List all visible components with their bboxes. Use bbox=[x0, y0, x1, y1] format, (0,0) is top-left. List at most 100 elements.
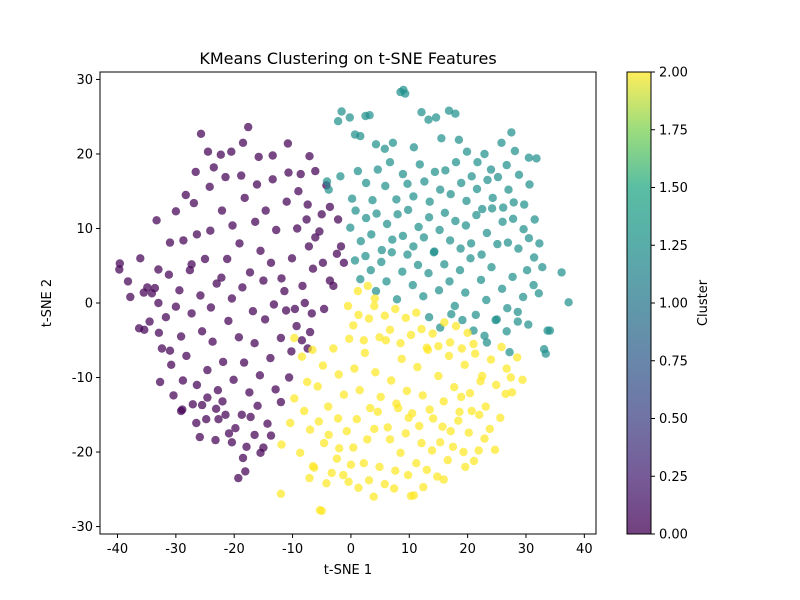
data-point-cluster-1 bbox=[409, 192, 418, 201]
data-point-cluster-1 bbox=[403, 250, 412, 259]
data-point-cluster-0 bbox=[115, 259, 125, 268]
data-point-cluster-0 bbox=[192, 380, 202, 390]
data-point-cluster-0 bbox=[211, 404, 221, 413]
data-point-cluster-1 bbox=[367, 230, 376, 239]
data-point-cluster-0 bbox=[303, 200, 312, 209]
data-point-cluster-2 bbox=[480, 434, 489, 443]
data-point-cluster-1 bbox=[356, 275, 365, 284]
data-point-cluster-1 bbox=[504, 185, 513, 194]
data-point-cluster-0 bbox=[296, 169, 305, 179]
data-point-cluster-0 bbox=[246, 412, 255, 422]
data-point-cluster-1 bbox=[415, 160, 424, 169]
data-point-cluster-0 bbox=[259, 443, 268, 452]
data-point-cluster-1 bbox=[382, 277, 391, 286]
data-point-cluster-0 bbox=[188, 400, 197, 409]
data-point-cluster-1 bbox=[514, 244, 523, 253]
data-point-cluster-0 bbox=[308, 264, 318, 273]
data-point-cluster-2 bbox=[349, 443, 358, 452]
y-tick-label: -30 bbox=[72, 520, 93, 535]
data-point-cluster-0 bbox=[333, 215, 343, 224]
data-point-cluster-1 bbox=[434, 286, 444, 295]
data-point-cluster-2 bbox=[428, 329, 437, 338]
data-point-cluster-0 bbox=[271, 385, 280, 394]
data-point-cluster-1 bbox=[409, 143, 419, 152]
data-point-cluster-0 bbox=[311, 233, 320, 242]
data-point-cluster-0 bbox=[325, 276, 335, 285]
x-tick-label: 20 bbox=[459, 542, 476, 557]
data-point-cluster-1 bbox=[513, 307, 522, 317]
data-point-cluster-0 bbox=[171, 207, 181, 216]
data-point-cluster-2 bbox=[329, 344, 338, 353]
data-point-cluster-2 bbox=[460, 360, 469, 369]
data-point-cluster-0 bbox=[157, 344, 167, 353]
data-point-cluster-1 bbox=[455, 266, 465, 275]
data-point-cluster-0 bbox=[238, 283, 247, 292]
data-point-cluster-0 bbox=[217, 273, 226, 282]
data-point-cluster-2 bbox=[413, 362, 422, 372]
data-point-cluster-0 bbox=[187, 309, 196, 318]
colorbar-tick-label: 1.75 bbox=[659, 123, 688, 138]
data-point-cluster-1 bbox=[466, 254, 475, 263]
data-point-cluster-1 bbox=[534, 289, 543, 298]
data-point-cluster-1 bbox=[529, 280, 538, 290]
data-point-cluster-1 bbox=[503, 304, 512, 313]
data-point-cluster-1 bbox=[499, 203, 508, 212]
data-point-cluster-2 bbox=[335, 444, 344, 453]
data-point-cluster-2 bbox=[334, 370, 343, 379]
data-point-cluster-0 bbox=[228, 221, 237, 230]
data-point-cluster-0 bbox=[154, 328, 164, 337]
x-tick-label: -40 bbox=[107, 542, 128, 557]
data-point-cluster-1 bbox=[514, 170, 524, 179]
data-point-cluster-0 bbox=[203, 393, 212, 402]
data-point-cluster-1 bbox=[471, 310, 480, 320]
data-point-cluster-2 bbox=[402, 386, 412, 396]
data-point-cluster-0 bbox=[212, 279, 221, 288]
data-point-cluster-1 bbox=[392, 295, 402, 304]
data-point-cluster-1 bbox=[462, 196, 471, 206]
data-point-cluster-1 bbox=[366, 266, 375, 275]
data-point-cluster-0 bbox=[169, 391, 178, 400]
data-point-cluster-2 bbox=[370, 424, 379, 434]
data-point-cluster-2 bbox=[317, 506, 326, 516]
data-point-cluster-1 bbox=[478, 204, 487, 214]
colorbar-tick-label: 0.25 bbox=[659, 470, 688, 485]
data-point-cluster-0 bbox=[311, 166, 320, 176]
data-point-cluster-2 bbox=[277, 440, 286, 449]
data-point-cluster-1 bbox=[350, 256, 360, 265]
data-point-cluster-0 bbox=[261, 206, 270, 215]
data-point-cluster-2 bbox=[486, 355, 496, 364]
data-point-cluster-0 bbox=[182, 351, 191, 361]
data-point-cluster-1 bbox=[431, 113, 441, 122]
data-point-cluster-2 bbox=[418, 391, 427, 400]
data-point-cluster-1 bbox=[346, 223, 355, 232]
data-point-cluster-2 bbox=[376, 392, 385, 402]
data-point-cluster-0 bbox=[140, 325, 149, 334]
data-point-cluster-2 bbox=[387, 376, 396, 385]
data-point-cluster-2 bbox=[397, 354, 406, 364]
data-point-cluster-2 bbox=[350, 364, 359, 373]
data-point-cluster-2 bbox=[404, 413, 413, 422]
colorbar-tick-label: 0.50 bbox=[659, 412, 688, 427]
data-point-cluster-2 bbox=[454, 416, 463, 425]
data-point-cluster-2 bbox=[439, 475, 448, 484]
data-point-cluster-1 bbox=[368, 196, 377, 205]
data-point-cluster-0 bbox=[336, 242, 346, 251]
data-point-cluster-0 bbox=[136, 254, 145, 263]
data-point-cluster-2 bbox=[385, 435, 395, 444]
data-point-cluster-0 bbox=[287, 254, 297, 263]
data-point-cluster-2 bbox=[429, 414, 438, 423]
data-point-cluster-1 bbox=[564, 298, 573, 307]
data-point-cluster-1 bbox=[419, 292, 428, 301]
data-point-cluster-2 bbox=[457, 344, 466, 353]
data-point-cluster-0 bbox=[305, 152, 314, 161]
data-point-cluster-1 bbox=[493, 172, 503, 182]
data-point-cluster-0 bbox=[214, 415, 223, 424]
data-point-cluster-2 bbox=[475, 410, 484, 419]
data-point-cluster-2 bbox=[333, 414, 343, 423]
data-point-cluster-2 bbox=[490, 445, 500, 454]
x-tick-label: 30 bbox=[518, 542, 535, 557]
data-point-cluster-1 bbox=[488, 193, 497, 203]
data-point-cluster-2 bbox=[324, 430, 333, 440]
data-point-cluster-1 bbox=[524, 153, 534, 162]
data-point-cluster-2 bbox=[469, 339, 478, 349]
